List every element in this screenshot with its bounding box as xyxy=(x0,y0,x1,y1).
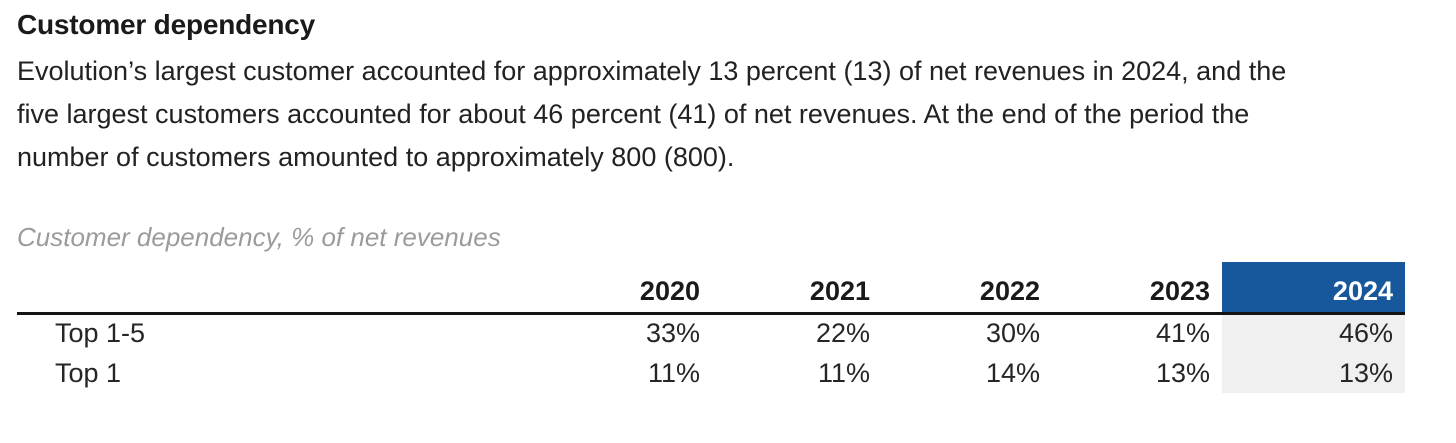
intro-line-2: five largest customers accounted for abo… xyxy=(17,99,1250,129)
intro-line-1: Evolution’s largest customer accounted f… xyxy=(17,56,1287,86)
value-cell-2021: 11% xyxy=(817,357,870,388)
year-header-2023: 2023 xyxy=(1052,262,1222,315)
value-cell-2020: 33% xyxy=(645,318,700,349)
year-header-2024-highlighted: 2024 xyxy=(1222,262,1405,315)
value-cell-2023: 41% xyxy=(1155,318,1210,349)
year-header-2021: 2021 xyxy=(712,262,882,315)
value-cell-2024-highlighted: 13% xyxy=(1222,353,1405,393)
report-section: Customer dependency Evolution’s largest … xyxy=(17,9,1438,393)
table-row-top-1: Top 1 11% 11% 14% 13% 13% xyxy=(17,353,1405,393)
value-cell-2022: 14% xyxy=(985,357,1040,388)
table-row-top-1-5: Top 1-5 33% 22% 30% 41% 46% xyxy=(17,313,1405,353)
intro-paragraph: Evolution’s largest customer accounted f… xyxy=(17,50,1438,179)
value-cell-2023: 13% xyxy=(1155,357,1210,388)
row-label-cell: Top 1-5 xyxy=(55,318,146,349)
value-cell-2021: 22% xyxy=(815,318,870,349)
intro-line-3: number of customers amounted to approxim… xyxy=(17,142,735,172)
year-header-2022: 2022 xyxy=(882,262,1052,315)
customer-dependency-table: 2020 2021 2022 2023 2024 Top 1-5 33% 22%… xyxy=(17,262,1405,393)
section-heading: Customer dependency xyxy=(17,9,316,40)
value-cell-2024-highlighted: 46% xyxy=(1222,313,1405,353)
empty-header-cell xyxy=(17,262,542,315)
year-header-2020: 2020 xyxy=(542,262,712,315)
value-cell-2020: 11% xyxy=(647,357,700,388)
table-header-row: 2020 2021 2022 2023 2024 xyxy=(17,262,1405,315)
table-caption: Customer dependency, % of net revenues xyxy=(17,222,501,252)
value-cell-2022: 30% xyxy=(985,318,1040,349)
row-label-cell: Top 1 xyxy=(55,357,122,388)
